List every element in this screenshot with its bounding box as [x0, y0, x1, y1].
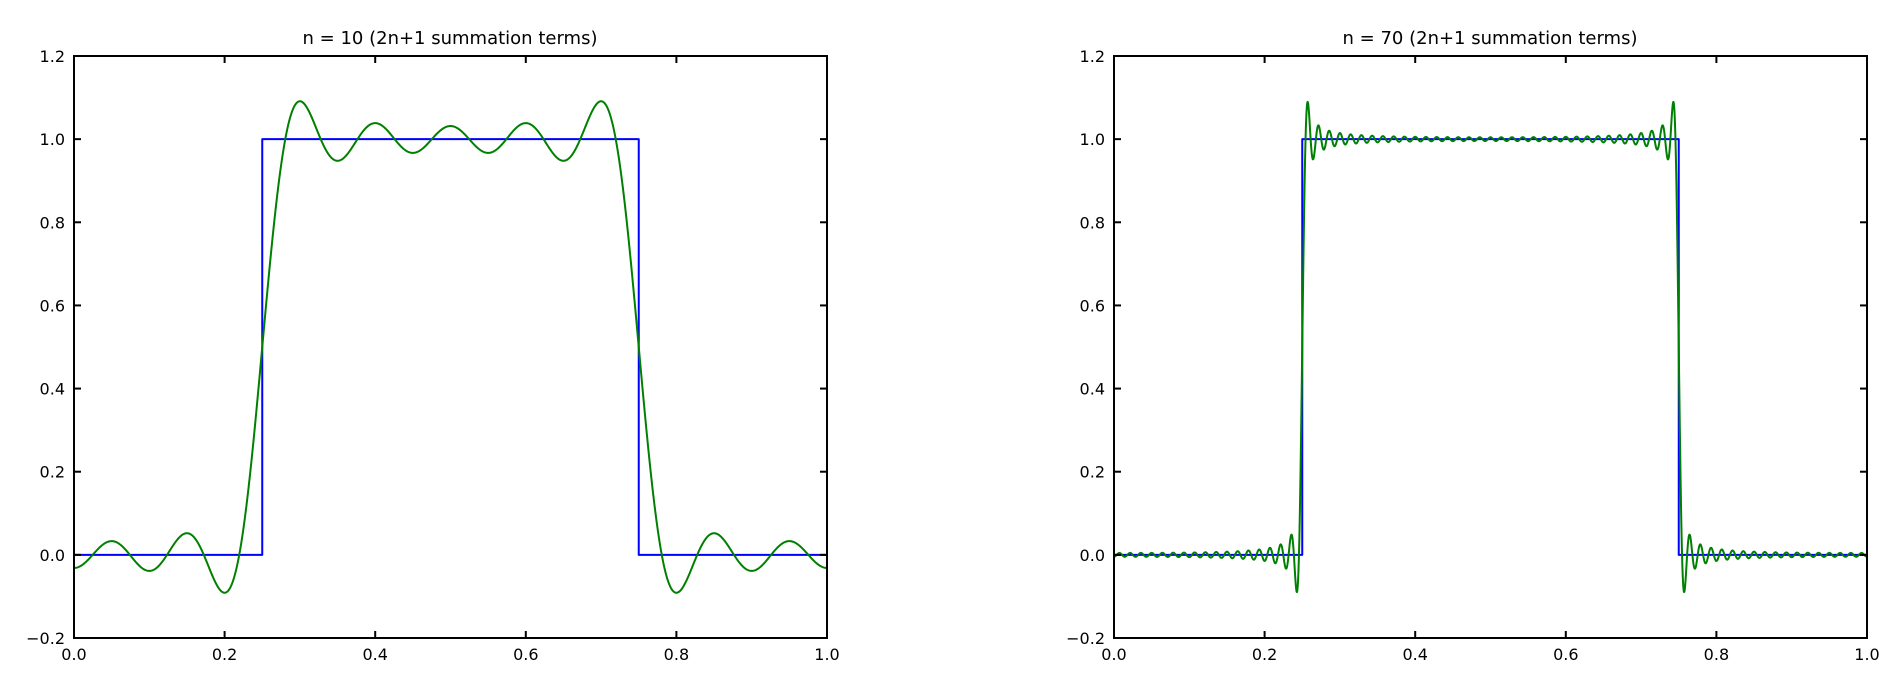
plot1-axes: 0.0 0.2 0.4 0.6 0.8 1.0−0.20.00.20.40.60.81.0…	[26, 47, 840, 664]
y-tick-label: 0.8	[1080, 213, 1105, 232]
y-tick-label: 1.0	[1080, 130, 1105, 149]
curve-fourier-partial-sum	[73, 100, 828, 594]
y-tick-label: 0.4	[40, 380, 65, 399]
x-tick-label: 0.8	[664, 645, 689, 664]
y-tick-label: 0.4	[1080, 380, 1105, 399]
x-tick-label: 1.0	[814, 645, 839, 664]
x-tick-label: 0.8	[1704, 645, 1729, 664]
y-tick-label: 1.2	[1080, 47, 1105, 66]
x-tick-label: 1.0	[1854, 645, 1879, 664]
curve-fourier-partial-sum	[1113, 100, 1868, 594]
y-tick-label: 0.0	[1080, 546, 1105, 565]
y-tick-label: 0.0	[40, 546, 65, 565]
plot1-title: n = 10 (2n+1 summation terms)	[303, 28, 598, 49]
x-tick-label: 0.2	[212, 645, 237, 664]
y-tick-label: 0.8	[40, 213, 65, 232]
x-tick-label: 0.6	[513, 645, 538, 664]
y-tick-label: 0.6	[1080, 296, 1105, 315]
y-tick-label: −0.2	[1066, 629, 1105, 648]
x-tick-label: 0.2	[1252, 645, 1277, 664]
y-tick-label: 1.2	[40, 47, 65, 66]
curve-square-wave	[74, 138, 827, 556]
y-tick-label: 0.2	[1080, 463, 1105, 482]
x-tick-label: 0.6	[1553, 645, 1578, 664]
x-tick-label: 0.4	[1402, 645, 1427, 664]
x-tick-label: 0.0	[1101, 645, 1126, 664]
plot2-title: n = 70 (2n+1 summation terms)	[1343, 28, 1638, 49]
y-tick-label: 1.0	[40, 130, 65, 149]
x-tick-label: 0.4	[362, 645, 387, 664]
curve-square-wave	[1114, 138, 1867, 556]
x-tick-label: 0.0	[61, 645, 86, 664]
y-tick-label: −0.2	[26, 629, 65, 648]
plot2-axes: 0.0 0.2 0.4 0.6 0.8 1.0−0.20.00.20.40.60.81.0…	[1066, 47, 1880, 664]
axes-frame	[73, 55, 828, 639]
y-tick-label: 0.2	[40, 463, 65, 482]
axes-frame	[1113, 55, 1868, 639]
y-tick-label: 0.6	[40, 296, 65, 315]
